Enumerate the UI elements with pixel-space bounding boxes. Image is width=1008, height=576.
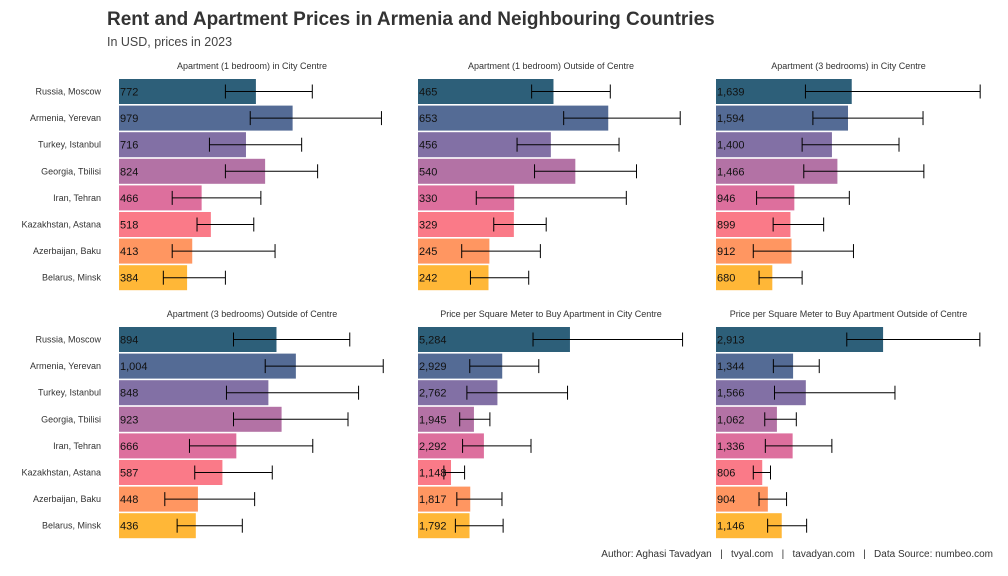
category-label: Armenia, Yerevan — [30, 113, 101, 123]
value-label: 1,400 — [717, 140, 745, 152]
value-label: 1,566 — [717, 388, 745, 400]
value-label: 5,284 — [419, 335, 447, 347]
value-label: 448 — [120, 494, 138, 506]
panel-title: Apartment (3 bedrooms) Outside of Centre — [167, 309, 338, 319]
category-label: Russia, Moscow — [35, 335, 101, 345]
panel-2: Apartment (1 bedroom) Outside of Centre 4… — [418, 61, 681, 291]
value-label: 456 — [419, 140, 437, 152]
value-label: 1,146 — [717, 521, 745, 533]
value-label: 772 — [120, 87, 138, 99]
panel-title: Apartment (1 bedroom) in City Centre — [177, 61, 327, 71]
value-label: 680 — [717, 273, 735, 285]
value-label: 716 — [120, 140, 138, 152]
panel-4: Apartment (3 bedrooms) Outside of Centre… — [21, 309, 384, 539]
chart-subtitle: In USD, prices in 2023 — [107, 35, 233, 49]
panel-6: Price per Square Meter to Buy Apartment … — [716, 309, 981, 539]
value-label: 1,062 — [717, 414, 745, 426]
value-label: 384 — [120, 273, 138, 285]
category-label: Iran, Tehran — [53, 193, 101, 203]
value-label: 1,466 — [717, 166, 745, 178]
value-label: 848 — [120, 388, 138, 400]
value-label: 2,913 — [717, 335, 745, 347]
category-label: Iran, Tehran — [53, 441, 101, 451]
panel-title: Price per Square Meter to Buy Apartment … — [730, 309, 968, 319]
value-label: 1,148 — [419, 468, 447, 480]
category-label: Belarus, Minsk — [42, 521, 102, 531]
bar — [119, 212, 211, 237]
value-label: 666 — [120, 441, 138, 453]
value-label: 465 — [419, 87, 437, 99]
value-label: 466 — [120, 193, 138, 205]
value-label: 436 — [120, 521, 138, 533]
category-label: Russia, Moscow — [35, 87, 101, 97]
source-caption: Author: Aghasi Tavadyan | tvyal.com | ta… — [601, 549, 993, 560]
value-label: 1,639 — [717, 87, 745, 99]
panel-title: Apartment (1 bedroom) Outside of Centre — [468, 61, 634, 71]
value-label: 1,792 — [419, 521, 447, 533]
panel-1: Apartment (1 bedroom) in City Centre Russ… — [21, 61, 382, 291]
value-label: 2,929 — [419, 361, 447, 373]
value-label: 653 — [419, 113, 437, 125]
value-label: 923 — [120, 414, 138, 426]
category-label: Azerbaijan, Baku — [33, 246, 101, 256]
value-label: 979 — [120, 113, 138, 125]
value-label: 329 — [419, 220, 437, 232]
value-label: 330 — [419, 193, 437, 205]
value-label: 587 — [120, 468, 138, 480]
value-label: 912 — [717, 246, 735, 258]
value-label: 1,945 — [419, 414, 447, 426]
value-label: 946 — [717, 193, 735, 205]
value-label: 806 — [717, 468, 735, 480]
value-label: 1,817 — [419, 494, 447, 506]
category-label: Kazakhstan, Astana — [21, 468, 101, 478]
value-label: 1,004 — [120, 361, 148, 373]
value-label: 899 — [717, 220, 735, 232]
value-label: 2,292 — [419, 441, 447, 453]
category-label: Georgia, Tbilisi — [41, 414, 101, 424]
category-label: Azerbaijan, Baku — [33, 494, 101, 504]
category-label: Armenia, Yerevan — [30, 361, 101, 371]
category-label: Belarus, Minsk — [42, 273, 102, 283]
bar — [418, 79, 554, 104]
value-label: 540 — [419, 166, 437, 178]
value-label: 242 — [419, 273, 437, 285]
value-label: 904 — [717, 494, 735, 506]
value-label: 824 — [120, 166, 138, 178]
chart-title: Rent and Apartment Prices in Armenia and… — [107, 9, 715, 30]
category-label: Turkey, Istanbul — [38, 388, 101, 398]
value-label: 245 — [419, 246, 437, 258]
value-label: 1,336 — [717, 441, 745, 453]
value-label: 518 — [120, 220, 138, 232]
value-label: 1,594 — [717, 113, 745, 125]
panel-title: Price per Square Meter to Buy Apartment … — [440, 309, 662, 319]
category-label: Georgia, Tbilisi — [41, 166, 101, 176]
panel-5: Price per Square Meter to Buy Apartment … — [418, 309, 684, 539]
value-label: 413 — [120, 246, 138, 258]
value-label: 2,762 — [419, 388, 447, 400]
value-label: 894 — [120, 335, 138, 347]
value-label: 1,344 — [717, 361, 745, 373]
category-label: Turkey, Istanbul — [38, 140, 101, 150]
panel-title: Apartment (3 bedrooms) in City Centre — [771, 61, 926, 71]
panel-3: Apartment (3 bedrooms) in City Centre 1,6… — [716, 61, 981, 291]
category-label: Kazakhstan, Astana — [21, 220, 101, 230]
